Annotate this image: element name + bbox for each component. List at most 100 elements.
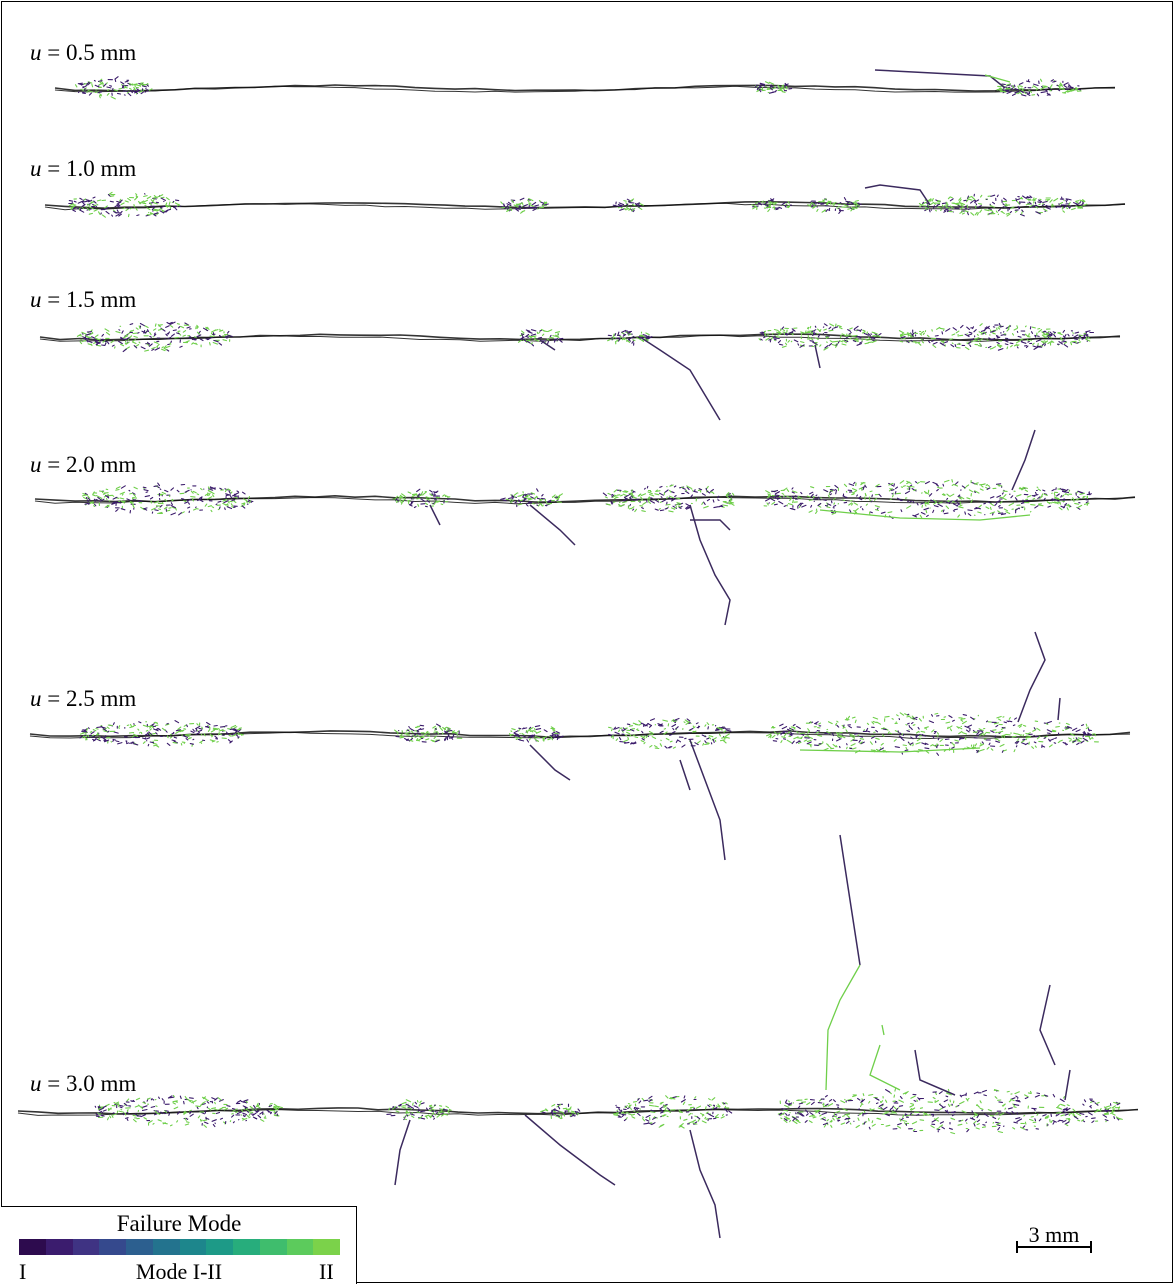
damage-segment xyxy=(921,504,924,508)
damage-segment xyxy=(979,748,985,752)
damage-segment xyxy=(192,490,197,494)
damage-segment xyxy=(912,1128,916,1132)
branch-crack-2 xyxy=(429,504,441,526)
damage-segment xyxy=(902,485,906,487)
damage-segment xyxy=(899,1095,903,1100)
branch-crack-3 xyxy=(1011,429,1036,491)
damage-segment xyxy=(941,1126,945,1130)
damage-segment xyxy=(1016,494,1022,497)
damage-segment xyxy=(668,495,675,499)
damage-segment xyxy=(856,343,862,346)
damage-segment xyxy=(847,715,851,720)
damage-segment xyxy=(827,1103,834,1107)
damage-segment xyxy=(126,498,131,501)
damage-segment xyxy=(1050,1120,1053,1123)
damage-segment xyxy=(233,500,237,504)
damage-segment xyxy=(697,1118,701,1122)
damage-segment xyxy=(1016,1118,1023,1123)
damage-segment xyxy=(1036,735,1041,740)
damage-segment xyxy=(725,736,730,739)
damage-segment xyxy=(218,729,224,732)
damage-segment xyxy=(112,494,115,497)
damage-segment xyxy=(139,322,146,327)
damage-segment xyxy=(898,735,903,739)
damage-segment xyxy=(641,510,646,512)
damage-segment xyxy=(643,1099,649,1102)
damage-segment xyxy=(1025,91,1031,95)
damage-segment xyxy=(867,341,873,344)
damage-segment xyxy=(782,487,788,491)
damage-segment xyxy=(219,487,223,490)
damage-segment xyxy=(409,739,414,742)
damage-segment xyxy=(845,729,848,733)
damage-segment xyxy=(186,724,188,728)
damage-segment xyxy=(416,733,420,737)
damage-segment xyxy=(219,506,221,509)
damage-segment xyxy=(997,343,1003,347)
damage-segment xyxy=(756,87,759,91)
damage-segment xyxy=(528,727,534,731)
damage-segment xyxy=(161,727,166,731)
damage-segment xyxy=(532,207,538,211)
damage-segment xyxy=(1058,331,1062,334)
damage-segment xyxy=(957,494,961,498)
damage-segment xyxy=(157,194,164,198)
damage-segment xyxy=(196,331,201,335)
damage-segment xyxy=(785,1102,790,1106)
damage-segment xyxy=(574,1111,578,1115)
damage-segment xyxy=(1079,199,1085,203)
damage-segment xyxy=(97,91,103,94)
damage-segment xyxy=(701,502,704,505)
branch-crack-4 xyxy=(679,759,691,791)
damage-segment xyxy=(195,1105,201,1108)
damage-segment xyxy=(229,740,233,744)
damage-segment xyxy=(648,501,652,504)
damage-segment xyxy=(149,728,152,731)
damage-segment xyxy=(766,88,772,90)
damage-segment xyxy=(557,1115,562,1120)
damage-segment xyxy=(417,493,421,497)
damage-segment xyxy=(107,89,110,92)
damage-segment xyxy=(632,496,637,499)
damage-segment xyxy=(784,204,787,208)
damage-segment xyxy=(985,483,988,486)
damage-segment xyxy=(1051,203,1055,207)
damage-segment xyxy=(218,1107,224,1110)
damage-segment xyxy=(233,492,240,496)
damage-segment xyxy=(93,498,96,502)
damage-segment xyxy=(115,213,120,217)
damage-segment xyxy=(147,341,150,346)
damage-segment xyxy=(663,731,668,735)
damage-segment xyxy=(530,329,537,332)
damage-segment xyxy=(856,335,862,339)
damage-segment xyxy=(959,210,964,214)
damage-segment xyxy=(715,729,720,731)
damage-segment xyxy=(207,489,211,493)
damage-segment xyxy=(951,342,954,345)
damage-segment xyxy=(171,499,173,502)
damage-segment xyxy=(1080,202,1084,207)
damage-segment xyxy=(187,506,191,509)
damage-segment xyxy=(832,340,839,343)
legend-tick-mode-ii: II xyxy=(319,1259,334,1284)
damage-segment xyxy=(780,89,784,92)
damage-segment xyxy=(1085,726,1090,730)
damage-segment xyxy=(982,1124,986,1126)
colorbar-step-11 xyxy=(313,1239,340,1255)
damage-segment xyxy=(214,735,218,739)
damage-segment xyxy=(1062,335,1067,339)
damage-segment xyxy=(934,712,939,715)
damage-segment xyxy=(552,335,558,338)
damage-segment xyxy=(1043,86,1048,88)
damage-segment xyxy=(522,204,528,207)
damage-segment xyxy=(551,1104,556,1107)
damage-segment xyxy=(1003,721,1007,724)
damage-segment xyxy=(839,334,842,339)
damage-segment xyxy=(934,1099,939,1103)
damage-segment xyxy=(704,1116,707,1120)
damage-segment xyxy=(430,739,435,742)
damage-segment xyxy=(727,493,731,495)
damage-segment xyxy=(789,1104,793,1106)
damage-segment xyxy=(410,730,414,734)
damage-segment xyxy=(188,1097,194,1099)
